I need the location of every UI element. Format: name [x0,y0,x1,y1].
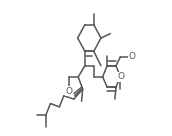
Text: O: O [117,72,124,81]
Text: O: O [66,87,73,96]
Text: O: O [129,52,136,61]
